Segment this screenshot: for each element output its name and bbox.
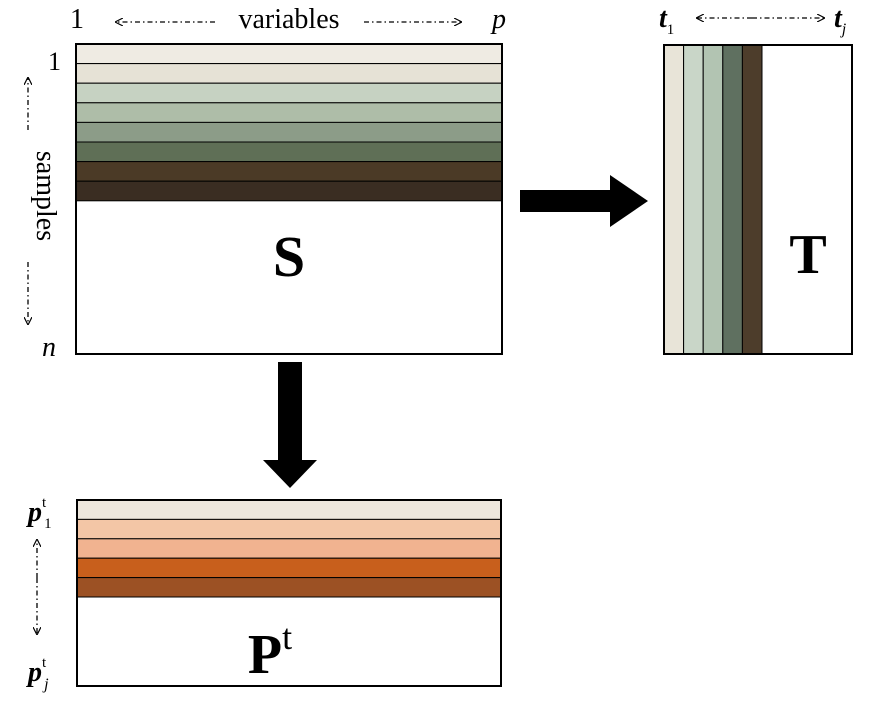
s-row-end-label: n — [42, 332, 56, 363]
t-col-start-label: t1 — [659, 3, 674, 38]
matrix-p-bands — [76, 499, 502, 598]
s-row-start-label: 1 — [48, 47, 61, 76]
matrix-s-band-7 — [75, 161, 503, 182]
matrix-t-band-5 — [741, 44, 763, 355]
matrix-t-band-4 — [722, 44, 743, 355]
s-col-end-label: p — [490, 4, 506, 35]
matrix-t-band-3 — [702, 44, 724, 355]
matrix-s-band-6 — [75, 141, 503, 163]
matrix-t-border — [663, 44, 853, 355]
matrix-p-band-3 — [76, 538, 502, 559]
arrow-s-to-p — [263, 362, 317, 488]
matrix-s-band-1 — [75, 43, 503, 65]
s-col-start-label: 1 — [70, 4, 84, 35]
matrix-s-band-4 — [75, 102, 503, 123]
matrix-s-bands — [75, 43, 503, 202]
arrow-s-to-t — [520, 175, 648, 227]
matrix-s-border — [75, 43, 503, 355]
matrix-p-band-1 — [76, 499, 502, 520]
matrix-p-label: Pt — [248, 617, 292, 686]
matrix-t-band-2 — [683, 44, 704, 355]
matrix-p-band-4 — [76, 557, 502, 579]
matrix-s-band-5 — [75, 121, 503, 143]
matrix-p: Pt — [76, 499, 502, 687]
matrix-t: T — [663, 44, 853, 355]
matrix-s-band-3 — [75, 82, 503, 104]
matrix-s-label: S — [273, 224, 305, 289]
matrix-p-border — [76, 499, 502, 687]
matrix-t-bands — [663, 44, 763, 355]
variables-caption: variables — [238, 4, 339, 35]
matrix-s-band-8 — [75, 180, 503, 202]
matrix-t-label: T — [789, 224, 826, 286]
matrix-s-band-2 — [75, 63, 503, 84]
matrix-p-band-2 — [76, 518, 502, 540]
samples-caption: samples — [30, 151, 61, 241]
matrix-s: S — [75, 43, 503, 355]
p-row-start-label: pt 1 — [26, 495, 52, 532]
matrix-t-band-1 — [663, 44, 685, 355]
p-row-end-label: pt j — [26, 655, 49, 693]
matrix-p-band-5 — [76, 577, 502, 598]
t-col-end-label: tj — [834, 3, 847, 38]
